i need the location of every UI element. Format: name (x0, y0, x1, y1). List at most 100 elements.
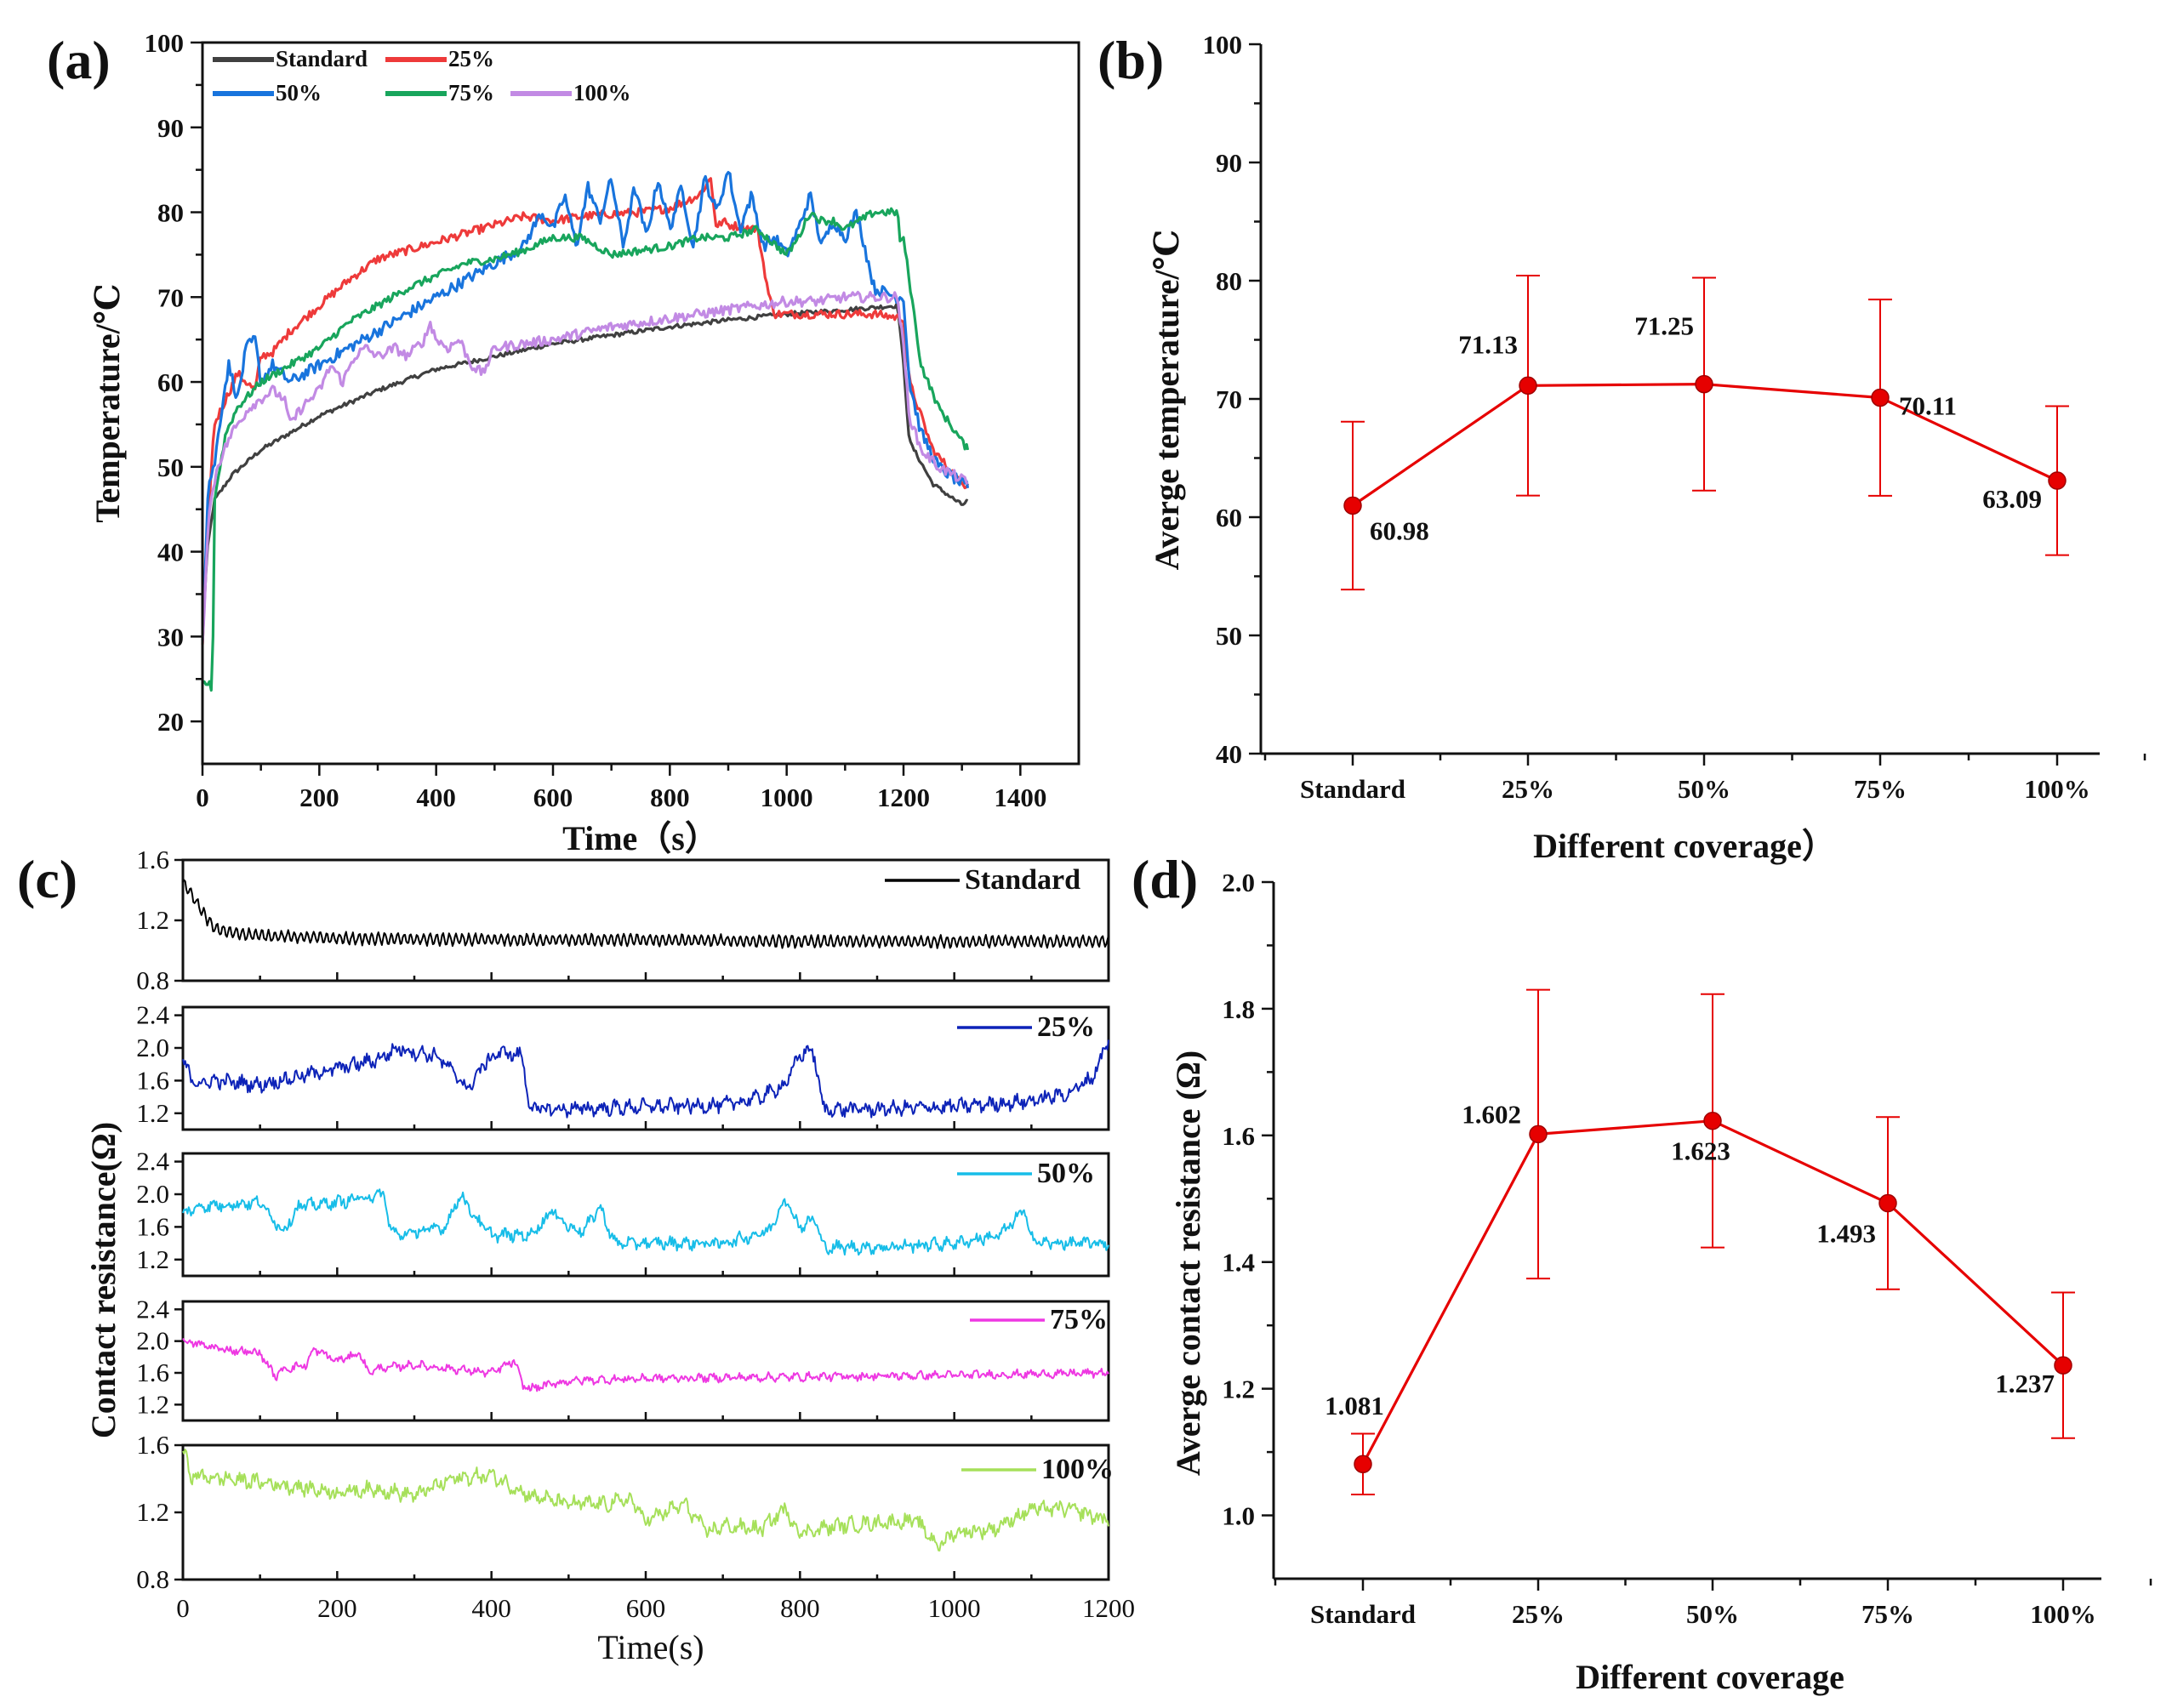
panel-a-series-line (201, 177, 970, 645)
panel-c-subplot-ytick-label: 1.6 (136, 1065, 169, 1095)
panel-c-subplot-ytick-label: 2.0 (136, 1033, 169, 1062)
panel-c-subplot-frame (181, 1443, 1110, 1581)
panel-a-plot-area (201, 171, 970, 692)
panel-c-xtick-label: 600 (626, 1593, 666, 1623)
panel-d-xtick-label: 100% (2030, 1599, 2096, 1629)
panel-a-series-line (201, 302, 969, 636)
panel-c-series-line (182, 879, 1109, 949)
panel-c-subplot-frame (181, 1300, 1110, 1422)
panel-c-legend-label: Standard (965, 864, 1080, 896)
panel-b-ytick-label: 70 (1216, 384, 1242, 414)
panel-a-xtick-label: 1000 (761, 783, 813, 812)
panel-c-xtick-label: 0 (176, 1593, 190, 1623)
panel-c-subplot-ytick-label: 1.2 (136, 1497, 169, 1527)
panel-c-legend-label: 50% (1037, 1158, 1095, 1189)
panel-d-data-point (1354, 1455, 1372, 1473)
panel-a-legend: Standard 25% 50% 75% 100% (213, 46, 631, 105)
panel-c-subplot-ytick-label: 1.6 (136, 1211, 169, 1241)
panel-c-subplot-ytick-label: 0.8 (136, 965, 169, 995)
panel-d-ylabel: Averge contact resistance (Ω) (1169, 1050, 1207, 1476)
panel-c-subplot-ytick-label: 1.2 (136, 1389, 169, 1419)
panel-a-ytick-label: 40 (157, 538, 184, 567)
panel-d-ytick-label: 1.6 (1222, 1121, 1255, 1151)
panel-d-xtick-label: 75% (1861, 1599, 1914, 1629)
panel-c-subplot-ytick-label: 2.0 (136, 1326, 169, 1356)
panel-a-xlabel: Time（s） (562, 819, 719, 857)
panel-b-ytick-label: 80 (1216, 266, 1242, 296)
panel-c-subplot-ytick-label: 1.2 (136, 1244, 169, 1274)
panel-c-subplot-ytick-label: 0.8 (136, 1564, 169, 1594)
panel-c-subplot-frame (181, 1152, 1110, 1278)
panel-b-xtick-label: 50% (1678, 774, 1730, 804)
panel-d-ytick-label: 1.8 (1222, 994, 1255, 1024)
panel-a-legend-label: 50% (276, 80, 322, 105)
panel-a-ytick-label: 70 (157, 282, 184, 312)
panel-c-series-line (182, 1188, 1109, 1256)
panel-d-ytick-label: 2.0 (1222, 868, 1255, 897)
panel-d-xlabel: Different coverage (1576, 1658, 1844, 1696)
panel-d-data-point (1878, 1193, 1897, 1213)
panel-b-plot-area: 60.98 71.13 71.25 70.11 63.09 (1341, 275, 2069, 591)
panel-d-data-label: 1.602 (1462, 1099, 1521, 1129)
panel-c-xtick-label: 400 (471, 1593, 511, 1623)
panel-b-xtick-label: 75% (1854, 774, 1907, 804)
panel-a-xtick-label: 1200 (877, 783, 930, 812)
panel-b-data-label: 60.98 (1370, 515, 1429, 545)
panel-a-xtick-label: 200 (299, 783, 339, 812)
panel-a-series-line (201, 290, 969, 643)
panel-d-data-label: 1.237 (1995, 1369, 2055, 1398)
panel-a-ytick-label: 100 (145, 28, 185, 58)
panel-a-ytick-label: 90 (157, 113, 184, 143)
panel-a-ytick-label: 60 (157, 367, 184, 397)
panel-b-data-point (1519, 376, 1537, 396)
panel-c-xtick-label: 1000 (928, 1593, 981, 1623)
panel-b-xtick-label: 100% (2024, 774, 2090, 804)
panel-b-data-point (1695, 374, 1713, 394)
panel-a-temperature-chart: (a) 0 200 400 600 800 1000 1200 1400 20 30 40 50 60 7… (47, 28, 1080, 857)
panel-a-legend-label: 25% (448, 46, 494, 71)
panel-c-subplot-ytick-label: 2.4 (136, 1147, 169, 1176)
panel-b-ytick-label: 50 (1216, 621, 1242, 651)
panel-c-series-line (182, 1449, 1109, 1551)
panel-c-legend-label: 100% (1041, 1454, 1114, 1485)
panel-c-xlabel: Time(s) (597, 1628, 704, 1666)
panel-b-xlabel: Different coverage） (1533, 827, 1836, 865)
panel-b-xtick-label: 25% (1502, 774, 1554, 804)
panel-b-xtick-label: Standard (1300, 774, 1405, 804)
panel-b-data-label: 63.09 (1982, 484, 2042, 514)
panel-b-ylabel: Averge temperature/℃ (1148, 230, 1186, 571)
panel-a-ytick-label: 20 (157, 707, 184, 737)
panel-d-xtick-label: Standard (1310, 1599, 1416, 1629)
panel-c-ylabel: Contact resistance(Ω) (84, 1122, 123, 1438)
panel-b-ticks: 40 50 60 70 80 90 100 Standard 25% 50% 75% 100% (1203, 30, 2146, 804)
panel-c-subplot-ytick-label: 1.2 (136, 905, 169, 935)
panel-a-legend-label: 75% (448, 80, 494, 105)
panel-a-ytick-label: 50 (157, 453, 184, 482)
panel-c-subplot-ytick-label: 1.6 (136, 1430, 169, 1460)
panel-b-data-point (1343, 496, 1362, 515)
panel-c-subplot-ytick-label: 1.6 (136, 1358, 169, 1387)
panel-a-xtick-label: 600 (533, 783, 573, 812)
panel-b-average-temperature-chart: (b) 40 50 60 70 80 90 100 Standard 25% 50% 75% 100%… (1097, 30, 2146, 865)
panel-b-ytick-label: 90 (1216, 148, 1242, 178)
panel-d-ytick-label: 1.0 (1222, 1501, 1255, 1531)
panel-d-xtick-label: 25% (1512, 1599, 1565, 1629)
panel-label-b: (b) (1097, 30, 1164, 90)
panel-c-subplot-ytick-label: 2.0 (136, 1179, 169, 1209)
panel-a-xtick-label: 800 (650, 783, 690, 812)
panel-d-data-point (2054, 1356, 2072, 1375)
panel-a-ticks: 0 200 400 600 800 1000 1200 1400 20 30 40 50 60 70 80 9… (145, 28, 1047, 812)
panel-b-data-label: 71.25 (1634, 311, 1694, 341)
panel-b-data-label: 70.11 (1899, 390, 1957, 420)
panel-a-xtick-label: 400 (416, 783, 456, 812)
panel-b-ytick-label: 40 (1216, 739, 1242, 769)
panel-c-xtick-label: 1200 (1082, 1593, 1135, 1623)
panel-c-subplot-ytick-label: 2.4 (136, 1000, 169, 1030)
panel-a-ylabel: Temperature/℃ (88, 283, 127, 522)
panel-b-data-label: 71.13 (1458, 329, 1518, 359)
panel-a-frame (201, 41, 1080, 766)
panel-a-xtick-label: 1400 (994, 783, 1046, 812)
